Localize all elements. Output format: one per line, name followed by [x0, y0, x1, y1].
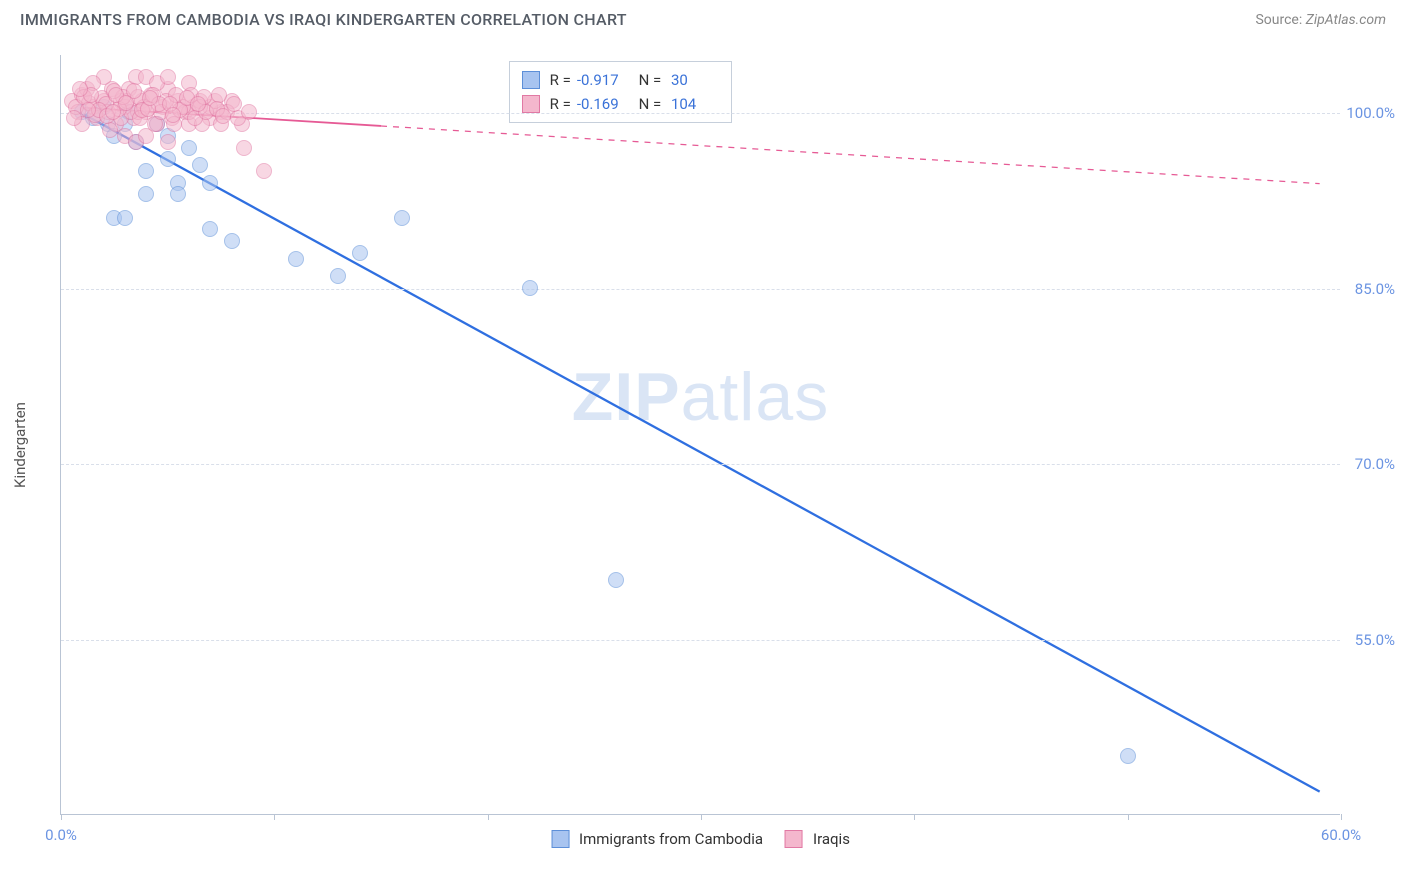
legend-item: Immigrants from Cambodia — [551, 830, 763, 848]
gridline-h — [61, 464, 1340, 465]
legend-label: Immigrants from Cambodia — [579, 830, 763, 848]
scatter-point-cambodia — [224, 233, 240, 249]
stats-row-cambodia: R = -0.917 N = 30 — [522, 68, 720, 92]
scatter-point-cambodia — [170, 186, 186, 202]
scatter-point-iraqis — [165, 107, 181, 123]
scatter-point-iraqis — [72, 81, 88, 97]
x-tick — [61, 814, 62, 820]
stat-r-label: R = — [550, 92, 571, 116]
x-tick — [914, 814, 915, 820]
scatter-point-cambodia — [608, 572, 624, 588]
scatter-point-iraqis — [142, 90, 158, 106]
trendline-cambodia — [82, 113, 1319, 791]
scatter-point-iraqis — [190, 96, 206, 112]
scatter-point-cambodia — [330, 268, 346, 284]
scatter-point-cambodia — [352, 245, 368, 261]
scatter-point-cambodia — [288, 251, 304, 267]
scatter-point-cambodia — [138, 163, 154, 179]
scatter-point-iraqis — [160, 69, 176, 85]
scatter-point-iraqis — [160, 134, 176, 150]
gridline-h — [61, 289, 1340, 290]
stat-n-label: N = — [635, 68, 661, 92]
scatter-point-cambodia — [117, 210, 133, 226]
scatter-point-iraqis — [236, 140, 252, 156]
stat-n-label: N = — [635, 92, 661, 116]
legend-swatch — [551, 830, 569, 848]
trendline-iraqis-dashed — [381, 126, 1320, 184]
source-prefix: Source: — [1255, 12, 1302, 28]
scatter-point-cambodia — [181, 140, 197, 156]
scatter-point-cambodia — [1120, 748, 1136, 764]
scatter-point-cambodia — [394, 210, 410, 226]
scatter-point-cambodia — [202, 175, 218, 191]
scatter-point-iraqis — [256, 163, 272, 179]
x-tick — [1128, 814, 1129, 820]
scatter-point-iraqis — [80, 102, 96, 118]
scatter-point-cambodia — [160, 151, 176, 167]
source-name: ZipAtlas.com — [1306, 12, 1386, 28]
x-tick — [1341, 814, 1342, 820]
legend-swatch-iraqis — [522, 95, 540, 113]
scatter-point-cambodia — [202, 221, 218, 237]
scatter-point-iraqis — [105, 104, 121, 120]
x-tick — [274, 814, 275, 820]
scatter-point-cambodia — [192, 157, 208, 173]
x-tick-label: 0.0% — [45, 826, 77, 844]
chart-title: IMMIGRANTS FROM CAMBODIA VS IRAQI KINDER… — [20, 10, 627, 29]
stat-n-value: 104 — [667, 92, 719, 116]
legend-label: Iraqis — [813, 830, 850, 848]
y-tick-label: 70.0% — [1355, 455, 1395, 473]
stat-r-label: R = — [550, 68, 571, 92]
scatter-point-cambodia — [522, 280, 538, 296]
stats-row-iraqis: R = -0.169 N = 104 — [522, 92, 720, 116]
bottom-legend: Immigrants from Cambodia Iraqis — [551, 830, 850, 848]
stat-r-value: -0.917 — [577, 68, 629, 92]
plot-area: ZIPatlas R = -0.917 N = 30 R = -0.169 N = 1… — [60, 55, 1340, 815]
source-attribution: Source: ZipAtlas.com — [1255, 12, 1386, 28]
trend-lines-layer — [61, 55, 1340, 814]
chart-container: Kindergarten ZIPatlas R =-0.917 N = 30R … — [0, 35, 1406, 855]
gridline-h — [61, 640, 1340, 641]
chart-header: IMMIGRANTS FROM CAMBODIA VS IRAQI KINDER… — [0, 0, 1406, 35]
y-axis-label: Kindergarten — [11, 402, 29, 488]
y-tick-label: 100.0% — [1346, 104, 1395, 122]
scatter-point-iraqis — [241, 104, 257, 120]
watermark: ZIPatlas — [572, 358, 829, 436]
legend-swatch — [785, 830, 803, 848]
x-tick-label: 60.0% — [1321, 826, 1361, 844]
scatter-point-iraqis — [215, 108, 231, 124]
stat-r-value: -0.169 — [577, 92, 629, 116]
y-tick-label: 55.0% — [1355, 631, 1395, 649]
legend-item: Iraqis — [785, 830, 850, 848]
y-tick-label: 85.0% — [1355, 280, 1395, 298]
x-tick — [488, 814, 489, 820]
stat-n-value: 30 — [667, 68, 719, 92]
legend-swatch-cambodia — [522, 71, 540, 89]
scatter-point-cambodia — [138, 186, 154, 202]
x-tick — [701, 814, 702, 820]
